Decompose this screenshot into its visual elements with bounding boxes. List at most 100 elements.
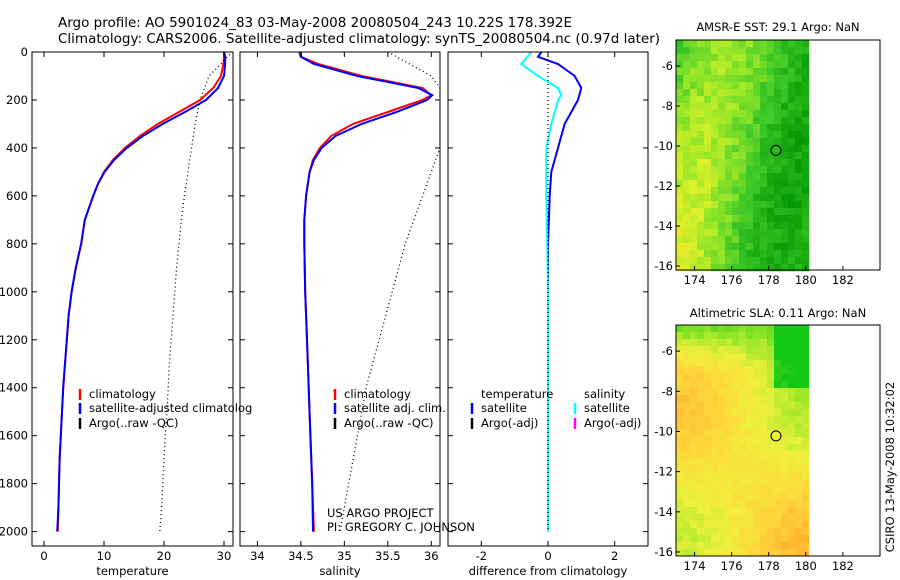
- sla_map-cell: [697, 430, 705, 438]
- sst_map-cell: [690, 89, 698, 97]
- sla_map-cell: [746, 472, 754, 480]
- sst_map-cell: [739, 187, 747, 195]
- sst_map-cell: [711, 54, 719, 62]
- sst_map-cell: [788, 215, 796, 223]
- sst_map-cell: [718, 236, 726, 244]
- sla_map-cell: [739, 325, 747, 333]
- sst_map-cell: [718, 75, 726, 83]
- sla_map-cell: [732, 346, 740, 354]
- sla_map-cell: [781, 388, 789, 396]
- sst_map-cell: [697, 68, 705, 76]
- sst_map-cell: [704, 82, 712, 90]
- sla_map-cell: [690, 507, 698, 515]
- sla_map-cell: [697, 388, 705, 396]
- sst_map-cell: [788, 61, 796, 69]
- sst_map-cell: [795, 187, 803, 195]
- sla_map-cell: [802, 332, 810, 340]
- sla_map-cell: [676, 374, 684, 382]
- sst_map-cell: [774, 61, 782, 69]
- sla_map-cell: [690, 514, 698, 522]
- sst_map-cell: [753, 243, 761, 251]
- sst_map-cell: [802, 61, 810, 69]
- sla_map-cell: [802, 493, 810, 501]
- sla_map-cell: [788, 528, 796, 536]
- sla_map-cell: [753, 472, 761, 480]
- ytick-label: 0: [21, 45, 28, 59]
- sla_map-cell: [690, 360, 698, 368]
- sla_map-cell: [683, 542, 691, 550]
- sst-map-title: AMSR-E SST: 29.1 Argo: NaN: [696, 20, 859, 34]
- sst_map-frame: [675, 39, 881, 271]
- sla_map-cell: [774, 388, 782, 396]
- sla_map-cell: [718, 423, 726, 431]
- sst_map-cell: [739, 257, 747, 265]
- sst_map-cell: [711, 82, 719, 90]
- sst_map-cell: [795, 131, 803, 139]
- sla_map-cell: [767, 514, 775, 522]
- sst_map-cell: [690, 187, 698, 195]
- sst_map-cell: [711, 110, 719, 118]
- sst_map-cell: [704, 75, 712, 83]
- sla_map-cell: [683, 367, 691, 375]
- sla_map-cell: [774, 402, 782, 410]
- sst_map-cell: [676, 180, 684, 188]
- sst_map-cell: [760, 194, 768, 202]
- sst_map-cell: [774, 208, 782, 216]
- sst_map-cell: [683, 250, 691, 258]
- sst_map-cell: [718, 257, 726, 265]
- sst_map-cell: [788, 103, 796, 111]
- sla_map-cell: [725, 458, 733, 466]
- sst_map-cell: [683, 54, 691, 62]
- sla_map-cell: [795, 486, 803, 494]
- sst_map-cell: [683, 194, 691, 202]
- sla_map-cell: [795, 423, 803, 431]
- sst_map-cell: [767, 201, 775, 209]
- temperature-axes-frame: [31, 51, 234, 547]
- sst_map-cell: [704, 257, 712, 265]
- sst_map-cell: [774, 173, 782, 181]
- sla_map-cell: [802, 528, 810, 536]
- sla_map-cell: [732, 507, 740, 515]
- sst_map-cell: [767, 138, 775, 146]
- sst_map-cell: [753, 103, 761, 111]
- sst_map-cell: [788, 131, 796, 139]
- sst_map-cell: [767, 173, 775, 181]
- sla_map-cell: [676, 542, 684, 550]
- sla_map-cell: [704, 493, 712, 501]
- sla_map-cell: [725, 507, 733, 515]
- sla_map-cell: [732, 374, 740, 382]
- sla_map-cell: [760, 353, 768, 361]
- sla_map-cell: [802, 388, 810, 396]
- sla_map-cell: [767, 430, 775, 438]
- sst_map-cell: [697, 103, 705, 111]
- sst_map-cell: [753, 152, 761, 160]
- sst_map-cell: [795, 82, 803, 90]
- sst_map-cell: [802, 250, 810, 258]
- sla_map-cell: [753, 353, 761, 361]
- sla_map-cell: [753, 500, 761, 508]
- sst_map-cell: [774, 229, 782, 237]
- sla_map-cell: [760, 549, 768, 557]
- sst_map-cell: [676, 96, 684, 104]
- sla_map-cell: [683, 353, 691, 361]
- sla_map-cell: [690, 332, 698, 340]
- sla_map-cell: [725, 353, 733, 361]
- sst_map-cell: [774, 152, 782, 160]
- sla_map-cell: [746, 395, 754, 403]
- sst_map-cell: [774, 96, 782, 104]
- sla_map-cell: [781, 465, 789, 473]
- sst_map-cell: [746, 96, 754, 104]
- sst_map-cell: [732, 89, 740, 97]
- sst_map-cell: [774, 159, 782, 167]
- sst_map-cell: [704, 124, 712, 132]
- sla_map-cell: [788, 486, 796, 494]
- sla_map-cell: [774, 346, 782, 354]
- sst_map-cell: [711, 166, 719, 174]
- sla_map-cell: [704, 479, 712, 487]
- sst_map-cell: [746, 201, 754, 209]
- sla_map-cell: [697, 528, 705, 536]
- sst_map-cell: [718, 215, 726, 223]
- sst_map-cell: [788, 173, 796, 181]
- sla_map-cell: [753, 535, 761, 543]
- sla_map-cell: [704, 353, 712, 361]
